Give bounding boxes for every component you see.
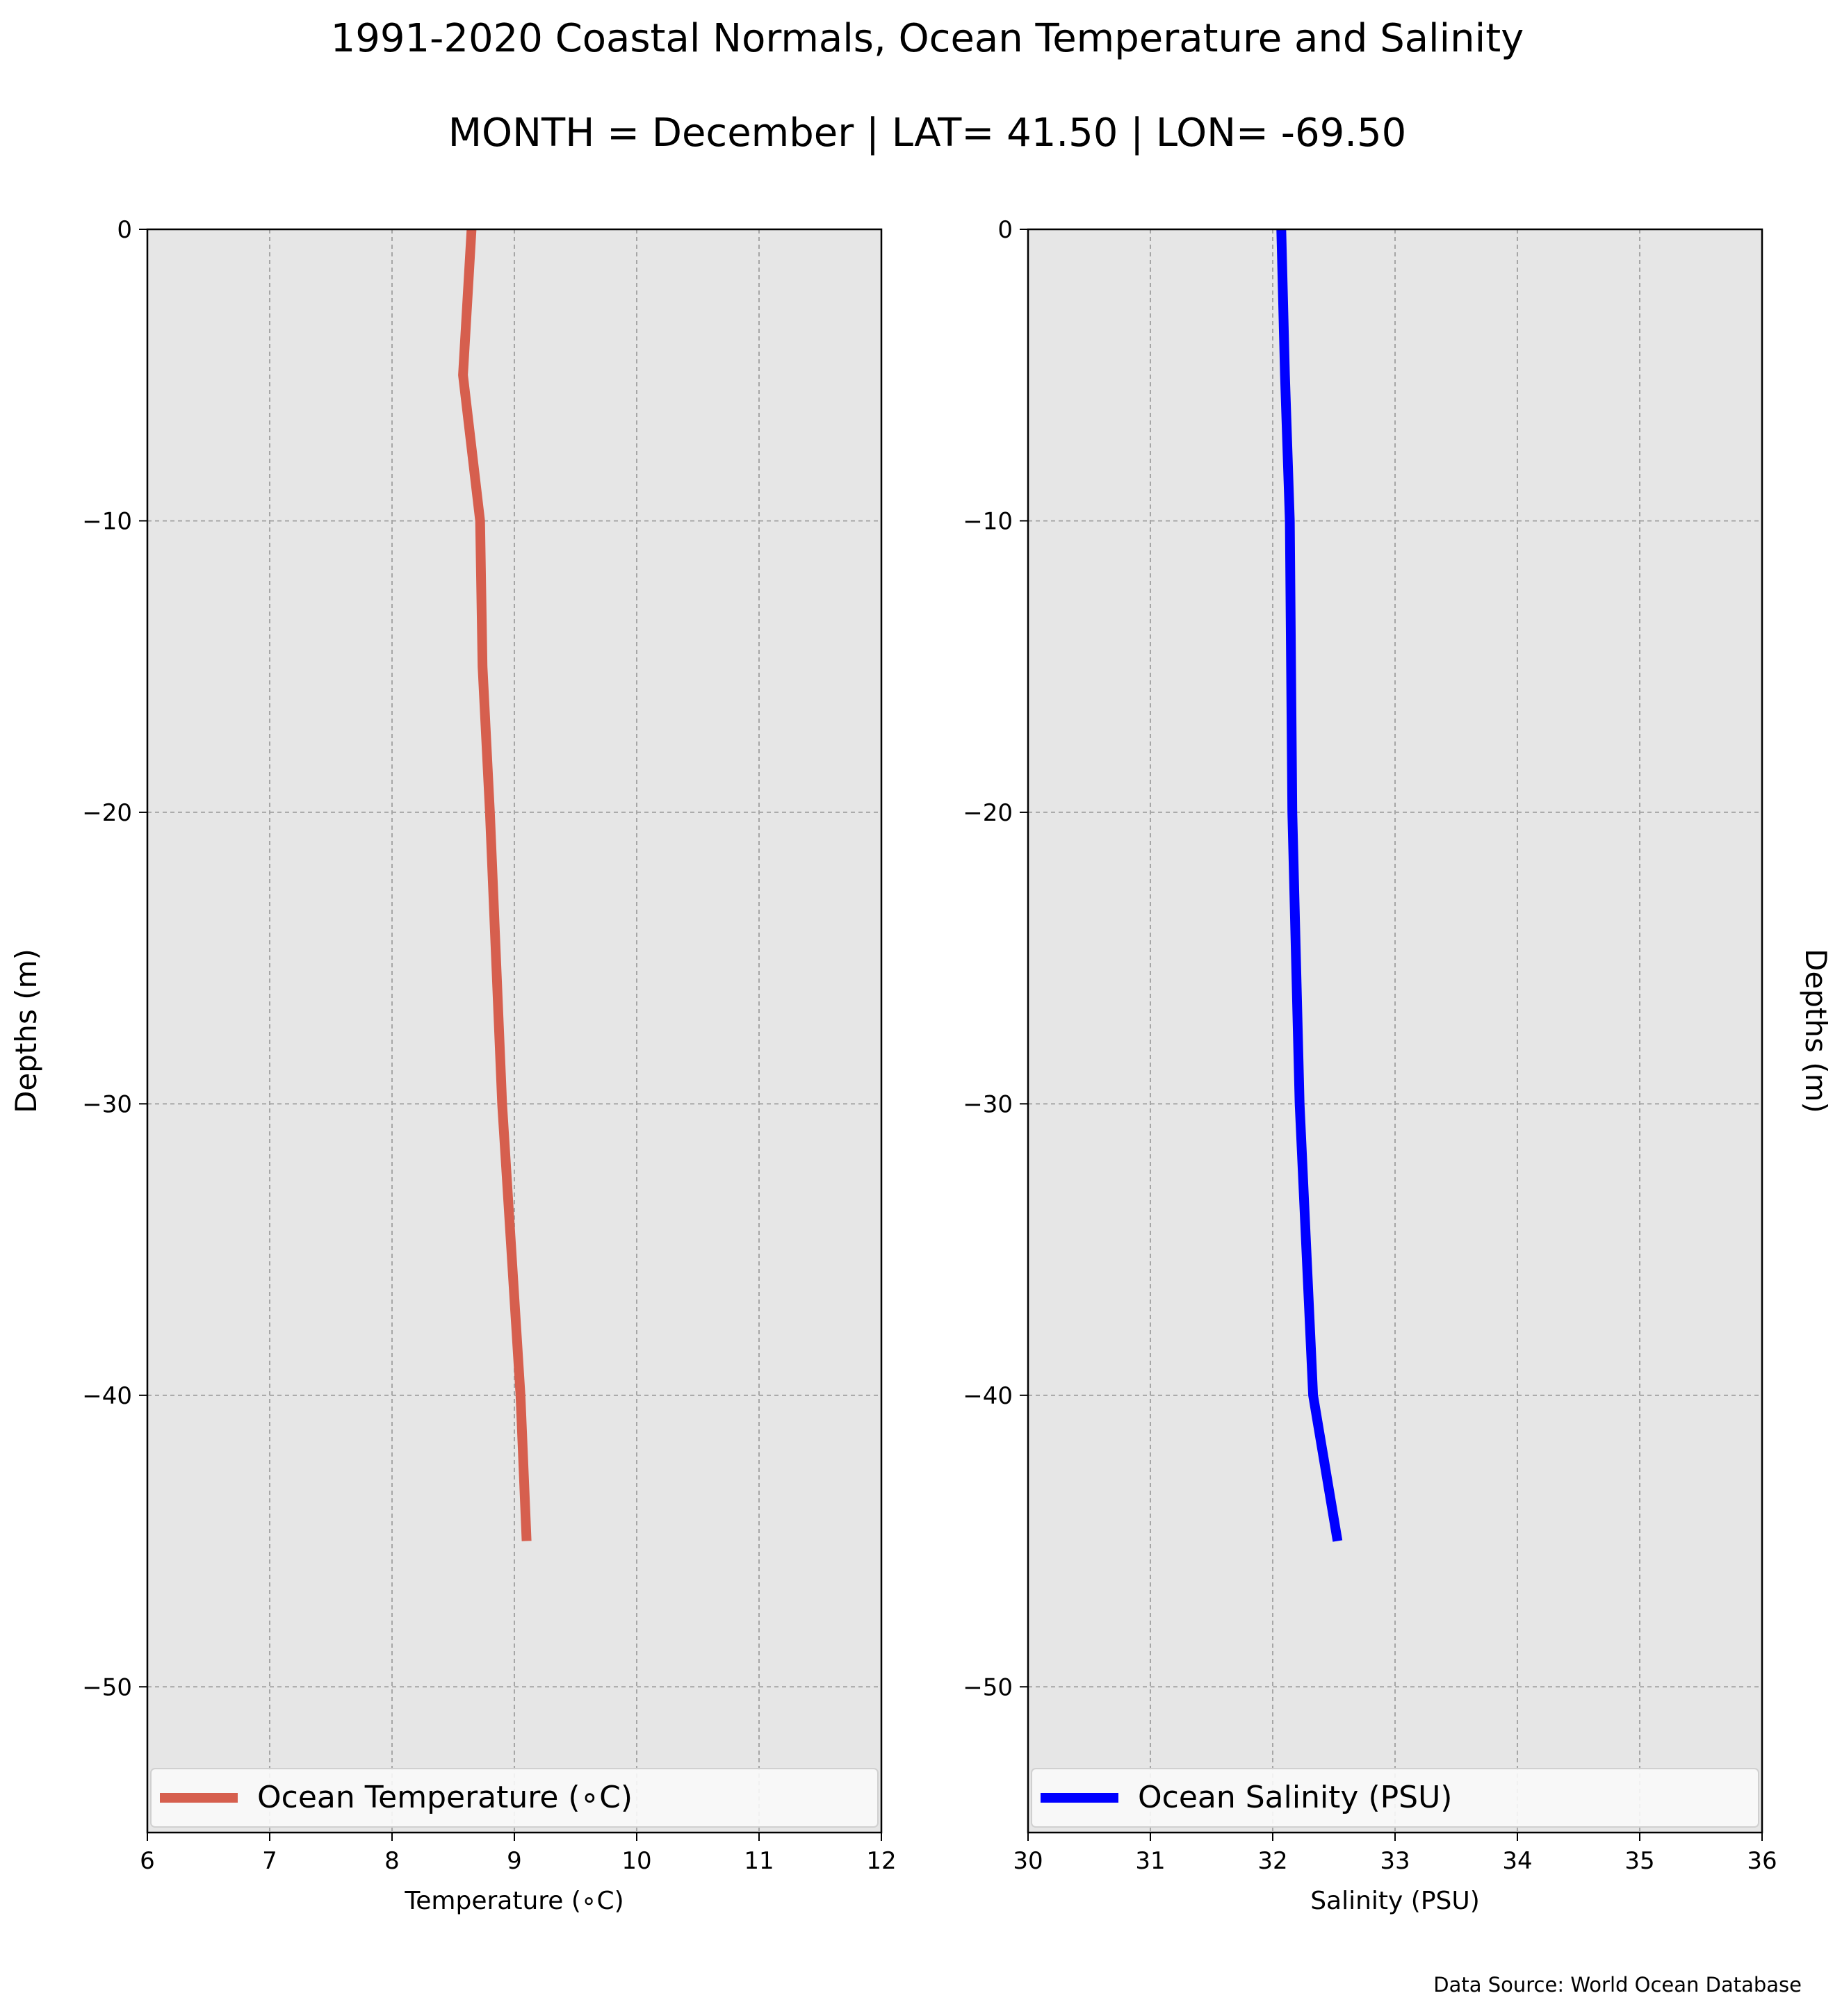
salinity-panel: 30 31 32 33 34 35 36 0 −10 −20 −30 −40 −50 Ocean Sali… xyxy=(963,216,1833,1915)
x-tick-label: 6 xyxy=(140,1847,155,1875)
y-axis-label: Depths (m) xyxy=(9,949,43,1113)
y-tick-label: 0 xyxy=(117,216,132,244)
figure-subtitle: MONTH = December | LAT= 41.50 | LON= -69… xyxy=(448,110,1407,156)
plot-area xyxy=(1028,229,1762,1833)
x-tick-label: 32 xyxy=(1257,1847,1287,1875)
y-tick-label: −20 xyxy=(963,799,1013,827)
legend-box xyxy=(150,1768,879,1828)
y-axis-label: Depths (m) xyxy=(1799,949,1833,1113)
x-axis-label: Salinity (PSU) xyxy=(1310,1887,1480,1915)
y-tick-label: −50 xyxy=(82,1673,132,1701)
y-tick-label: −30 xyxy=(963,1090,1013,1118)
series-line xyxy=(458,229,532,1541)
x-tick-label: 30 xyxy=(1013,1847,1043,1875)
axes-frame xyxy=(146,228,883,1834)
y-tick-label: −50 xyxy=(963,1673,1013,1701)
y-tick-label: −40 xyxy=(82,1382,132,1410)
x-tick-label: 9 xyxy=(507,1847,522,1875)
y-tick-label: −40 xyxy=(963,1382,1013,1410)
temperature-panel: 6 7 8 9 10 11 12 0 −10 −20 −30 −40 −50 Ocean Temperat… xyxy=(9,216,897,1915)
y-tick-label: −10 xyxy=(963,507,1013,535)
x-tick-label: 7 xyxy=(262,1847,277,1875)
y-tick-label: −30 xyxy=(82,1090,132,1118)
x-tick-label: 10 xyxy=(621,1847,651,1875)
x-tick-label: 36 xyxy=(1747,1847,1777,1875)
legend-label: Ocean Salinity (PSU) xyxy=(1138,1780,1452,1815)
x-axis-label: Temperature (∘C) xyxy=(404,1887,623,1915)
figure-title: 1991-2020 Coastal Normals, Ocean Tempera… xyxy=(331,16,1524,61)
x-tick-label: 31 xyxy=(1135,1847,1165,1875)
axes-frame xyxy=(1027,228,1763,1834)
x-tick-label: 12 xyxy=(866,1847,896,1875)
x-tick-label: 8 xyxy=(384,1847,400,1875)
legend-label: Ocean Temperature (∘C) xyxy=(257,1780,633,1815)
x-tick-label: 34 xyxy=(1502,1847,1532,1875)
legend-box xyxy=(1031,1768,1759,1828)
x-tick-label: 33 xyxy=(1380,1847,1410,1875)
x-tick-label: 35 xyxy=(1624,1847,1654,1875)
series-line xyxy=(1276,229,1343,1542)
plot-area xyxy=(147,229,881,1833)
data-source-footer: Data Source: World Ocean Database xyxy=(1433,1973,1802,1997)
y-tick-label: −20 xyxy=(82,799,132,827)
x-tick-label: 11 xyxy=(744,1847,774,1875)
y-tick-label: −10 xyxy=(82,507,132,535)
y-tick-label: 0 xyxy=(997,216,1013,244)
